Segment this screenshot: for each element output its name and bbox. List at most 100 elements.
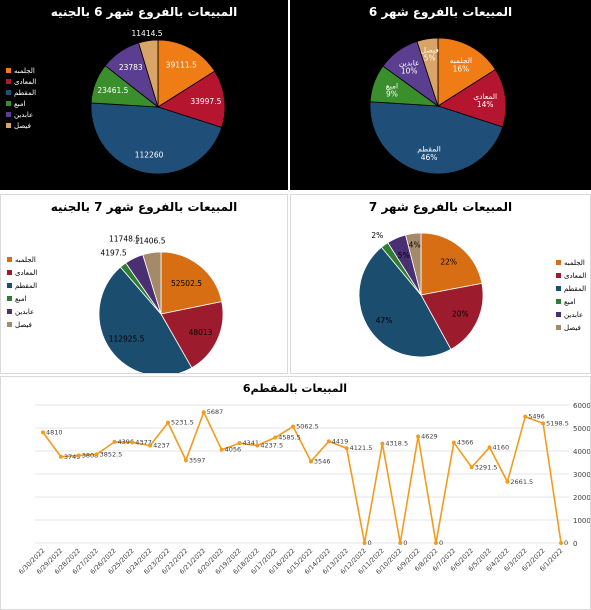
data-label: 4585.5	[278, 434, 301, 442]
data-label: 5198.5	[546, 419, 569, 427]
data-label: 0	[564, 539, 568, 547]
legend-swatch	[6, 79, 11, 84]
pie-slice	[142, 251, 162, 315]
data-point	[148, 443, 153, 448]
legend-entry: عابدين	[564, 311, 583, 319]
legend-swatch	[7, 296, 12, 301]
legend-swatch	[6, 68, 11, 73]
data-point	[344, 446, 349, 451]
data-label: عابدين 10%	[399, 58, 420, 75]
data-point	[416, 434, 421, 439]
pie-slice	[420, 232, 483, 296]
pie-chart-month7-percent: المبيعات بالفروع شهر 7 22% 20% 47% 2% 5% 4% الج…	[290, 194, 591, 374]
legend-entry: الجلمبه	[564, 259, 585, 267]
data-label: 4629	[421, 433, 438, 441]
legend-swatch	[556, 299, 561, 304]
data-label: 2%	[371, 231, 383, 240]
data-point	[255, 443, 260, 448]
data-label: 48013	[189, 328, 213, 337]
legend-entry: الجلمبه	[15, 256, 36, 264]
line-chart-svg: المبيعات بالمقطم6 0 1000 2000 3000 4000 5000 60…	[17, 382, 590, 576]
data-label: 11406.5	[134, 236, 165, 245]
legend-entry: امبع	[564, 298, 576, 306]
legend-swatch	[6, 123, 11, 128]
legend-entry: المقطم	[14, 89, 36, 97]
y-tick-label: 2000	[573, 494, 590, 502]
legend-swatch	[6, 90, 11, 95]
y-tick-label: 1000	[573, 517, 590, 525]
data-label: 4056	[225, 446, 242, 454]
data-label: 5062.5	[296, 423, 319, 431]
data-label: 3597	[189, 456, 206, 464]
data-point	[237, 441, 242, 446]
pie-chart-month7-egp: المبيعات بالفروع شهر 7 بالجنيه 52502.5 480…	[0, 194, 288, 374]
data-point	[76, 453, 81, 458]
legend-swatch	[6, 112, 11, 117]
data-label: المقطم 46%	[417, 145, 441, 162]
chart-title: المبيعات بالفروع شهر 6	[369, 5, 512, 20]
pie-slice	[420, 282, 484, 350]
pie-slice	[358, 246, 452, 358]
data-point	[219, 447, 224, 452]
data-label: 4197.5	[100, 249, 126, 258]
data-point	[273, 435, 278, 440]
y-tick-label: 4000	[573, 448, 590, 456]
legend-entry: امبع	[14, 100, 26, 108]
data-point	[308, 459, 313, 464]
pie-slice	[416, 37, 439, 107]
data-label: 33997.5	[190, 97, 221, 106]
legend-entry: فيصل	[14, 122, 31, 130]
data-point	[451, 440, 456, 445]
data-label: فيصل 5%	[421, 45, 439, 62]
pie-slice	[157, 70, 226, 129]
data-point	[559, 541, 563, 545]
data-label: 4366	[457, 439, 474, 447]
pie-chart-month6-percent: المبيعات بالفروع شهر 6 الجلمبه 16% المعادى 1…	[290, 0, 591, 190]
legend-swatch	[7, 309, 12, 314]
data-label: 0	[403, 539, 407, 547]
chart-title: المبيعات بالفروع شهر 7	[369, 200, 512, 215]
legend-swatch	[556, 286, 561, 291]
pie-slice	[437, 37, 496, 107]
chart-title: المبيعات بالمقطم6	[243, 382, 347, 395]
y-tick-label: 3000	[573, 471, 590, 479]
pie-slice	[157, 39, 216, 108]
legend-entry: المقطم	[564, 285, 586, 293]
pie-chart-svg: المبيعات بالفروع شهر 6 بالجنيه 39111.5 339…	[0, 0, 288, 190]
data-label: 3291.5	[475, 463, 498, 471]
pie-chart-svg: المبيعات بالفروع شهر 7 بالجنيه 52502.5 480…	[1, 195, 287, 373]
legend-swatch	[7, 257, 12, 262]
line-chart-mokattam-month6: المبيعات بالمقطم6 0 1000 2000 3000 4000 5000 60…	[0, 376, 591, 610]
legend-entry: امبع	[15, 295, 27, 303]
data-label: 3546	[314, 457, 331, 465]
pie-slice	[405, 232, 422, 296]
legend-swatch	[7, 270, 12, 275]
data-label: 3808	[82, 451, 99, 459]
data-label: 4121.5	[350, 444, 373, 452]
data-label: 5687	[207, 408, 224, 416]
data-label: 5231.5	[171, 419, 194, 427]
data-point	[112, 439, 117, 444]
data-label: 4419	[332, 437, 349, 445]
data-label: 52502.5	[171, 279, 202, 288]
data-point	[362, 541, 367, 545]
data-point	[183, 458, 188, 463]
y-tick-label: 0	[573, 540, 577, 548]
data-label: 3852.5	[100, 450, 123, 458]
pie-slice	[160, 301, 224, 369]
legend-entry: المعادى	[15, 269, 37, 277]
legend-entry: المعادى	[564, 272, 586, 280]
data-label: 4377	[135, 438, 152, 446]
legend-entry: فيصل	[564, 324, 581, 332]
data-point	[201, 410, 206, 415]
data-label: 112260	[135, 150, 164, 159]
data-label: 4318.5	[385, 440, 408, 448]
y-tick-label: 6000	[573, 402, 590, 410]
data-point	[433, 541, 438, 545]
data-label: 4810	[46, 428, 63, 436]
data-label: 5496	[528, 413, 545, 421]
pie-chart-month6-egp: المبيعات بالفروع شهر 6 بالجنيه 39111.5 339…	[0, 0, 288, 190]
data-point	[505, 479, 510, 484]
data-label: 2661.5	[510, 478, 533, 486]
pie-chart-svg: المبيعات بالفروع شهر 6 الجلمبه 16% المعادى 1…	[290, 0, 591, 190]
